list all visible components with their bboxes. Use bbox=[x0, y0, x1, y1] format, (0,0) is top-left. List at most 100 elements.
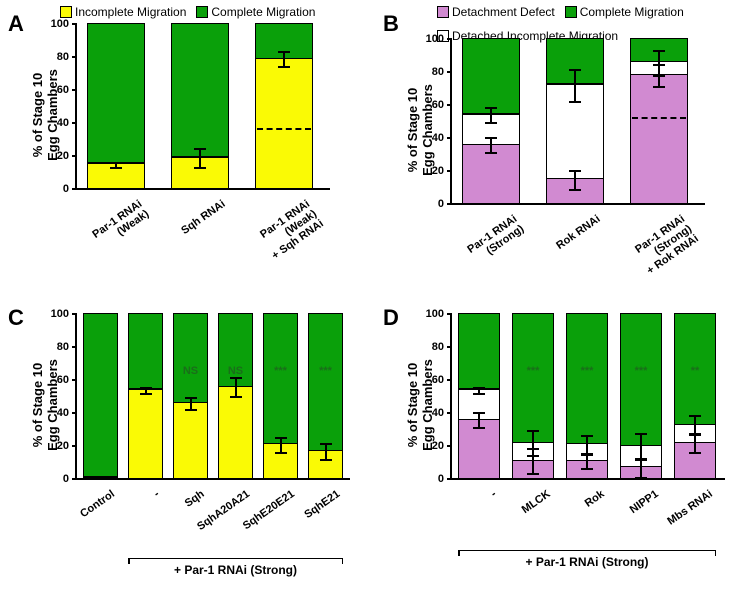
dashed-expected-line bbox=[632, 117, 686, 119]
y-tick-mark bbox=[72, 379, 77, 381]
bar-segment bbox=[218, 386, 253, 478]
bar-segment bbox=[171, 23, 229, 157]
y-tick-label: 20 bbox=[57, 150, 69, 162]
error-cap bbox=[473, 427, 485, 429]
y-tick-label: 0 bbox=[438, 473, 444, 485]
y-tick-mark bbox=[447, 104, 452, 106]
legend-item: Incomplete Migration bbox=[60, 5, 186, 19]
x-axis-label: NIPP1 bbox=[628, 488, 661, 516]
bar: *** bbox=[512, 313, 554, 478]
panel-b-label: B bbox=[383, 11, 399, 37]
error-bar bbox=[278, 51, 290, 68]
y-tick-label: 0 bbox=[63, 183, 69, 195]
error-bar bbox=[653, 50, 665, 77]
y-tick-label: 100 bbox=[426, 33, 444, 45]
error-bar bbox=[527, 430, 539, 457]
y-tick: 0 bbox=[438, 473, 452, 485]
bracket-tick bbox=[458, 550, 460, 556]
error-cap bbox=[230, 396, 242, 398]
y-tick-mark bbox=[447, 203, 452, 205]
y-tick-label: 80 bbox=[57, 51, 69, 63]
y-tick-label: 60 bbox=[57, 374, 69, 386]
panel-d: D % of Stage 10Egg Chambers 020406080100… bbox=[375, 305, 745, 595]
error-cap bbox=[653, 86, 665, 88]
panel-c: C % of Stage 10Egg Chambers 020406080100… bbox=[0, 305, 370, 595]
y-tick: 100 bbox=[426, 33, 452, 45]
panel-a-label: A bbox=[8, 11, 24, 37]
legend-box bbox=[60, 6, 72, 18]
significance-label: ** bbox=[691, 365, 700, 377]
y-tick: 100 bbox=[51, 308, 77, 320]
y-tick-mark bbox=[72, 478, 77, 480]
bar-segment bbox=[566, 313, 608, 443]
y-tick: 40 bbox=[57, 407, 77, 419]
legend-box bbox=[437, 6, 449, 18]
error-cap bbox=[635, 459, 647, 461]
y-tick-mark bbox=[447, 445, 452, 447]
y-tick: 40 bbox=[432, 132, 452, 144]
bar: *** bbox=[263, 313, 298, 478]
error-bar bbox=[185, 397, 197, 411]
error-stem bbox=[283, 53, 285, 66]
error-stem bbox=[235, 379, 237, 396]
error-cap bbox=[653, 75, 665, 77]
error-stem bbox=[325, 445, 327, 458]
y-tick-mark bbox=[72, 155, 77, 157]
y-tick: 80 bbox=[432, 66, 452, 78]
y-tick-mark bbox=[72, 23, 77, 25]
y-tick-mark bbox=[447, 38, 452, 40]
error-bar bbox=[473, 387, 485, 394]
panel-a-ylabel: % of Stage 10Egg Chambers bbox=[30, 55, 60, 175]
error-cap bbox=[194, 167, 206, 169]
error-stem bbox=[574, 71, 576, 101]
error-cap bbox=[689, 452, 701, 454]
bracket-tick bbox=[342, 558, 344, 564]
bar-segment bbox=[83, 313, 118, 477]
y-tick-label: 40 bbox=[432, 132, 444, 144]
legend-box bbox=[196, 6, 208, 18]
legend-item: Complete Migration bbox=[196, 5, 315, 19]
y-tick: 20 bbox=[57, 150, 77, 162]
significance-label: NS bbox=[183, 365, 198, 377]
y-tick-label: 40 bbox=[57, 407, 69, 419]
error-bar bbox=[635, 433, 647, 460]
y-tick-mark bbox=[72, 313, 77, 315]
significance-label: *** bbox=[527, 365, 540, 377]
error-bar bbox=[581, 453, 593, 470]
bar: NS bbox=[173, 313, 208, 478]
bar-segment bbox=[630, 74, 688, 203]
error-bar bbox=[485, 107, 497, 124]
significance-label: *** bbox=[274, 365, 287, 377]
y-tick-mark bbox=[447, 170, 452, 172]
error-bar bbox=[635, 458, 647, 479]
error-cap bbox=[485, 122, 497, 124]
error-stem bbox=[478, 414, 480, 427]
panel-a-legend: Incomplete Migration Complete Migration bbox=[60, 5, 315, 19]
y-tick-label: 20 bbox=[432, 165, 444, 177]
dashed-expected-line bbox=[257, 128, 311, 130]
x-axis-label: Par-1 RNAi(Strong)+ Rok RNAi bbox=[631, 213, 701, 277]
error-stem bbox=[190, 399, 192, 409]
bar-segment bbox=[83, 477, 118, 478]
y-tick: 100 bbox=[426, 308, 452, 320]
legend-item: Detachment Defect bbox=[437, 5, 555, 19]
y-tick: 0 bbox=[438, 198, 452, 210]
bar bbox=[546, 38, 604, 203]
error-stem bbox=[640, 460, 642, 477]
error-cap bbox=[278, 66, 290, 68]
bar-segment bbox=[87, 23, 145, 163]
panel-a-chart: 020406080100Par-1 RNAi(Weak)Sqh RNAiPar-… bbox=[75, 25, 330, 190]
y-tick-label: 80 bbox=[432, 341, 444, 353]
condition-bracket: + Par-1 RNAi (Strong) bbox=[458, 550, 716, 551]
error-stem bbox=[199, 150, 201, 167]
panel-c-label: C bbox=[8, 305, 24, 331]
bar-segment bbox=[255, 58, 313, 188]
y-tick-mark bbox=[447, 379, 452, 381]
x-axis-label: - bbox=[489, 488, 499, 500]
y-tick: 20 bbox=[432, 165, 452, 177]
bar bbox=[462, 38, 520, 203]
y-tick-mark bbox=[72, 412, 77, 414]
error-bar bbox=[485, 137, 497, 154]
legend-text: Incomplete Migration bbox=[75, 5, 186, 19]
y-tick-label: 100 bbox=[426, 308, 444, 320]
